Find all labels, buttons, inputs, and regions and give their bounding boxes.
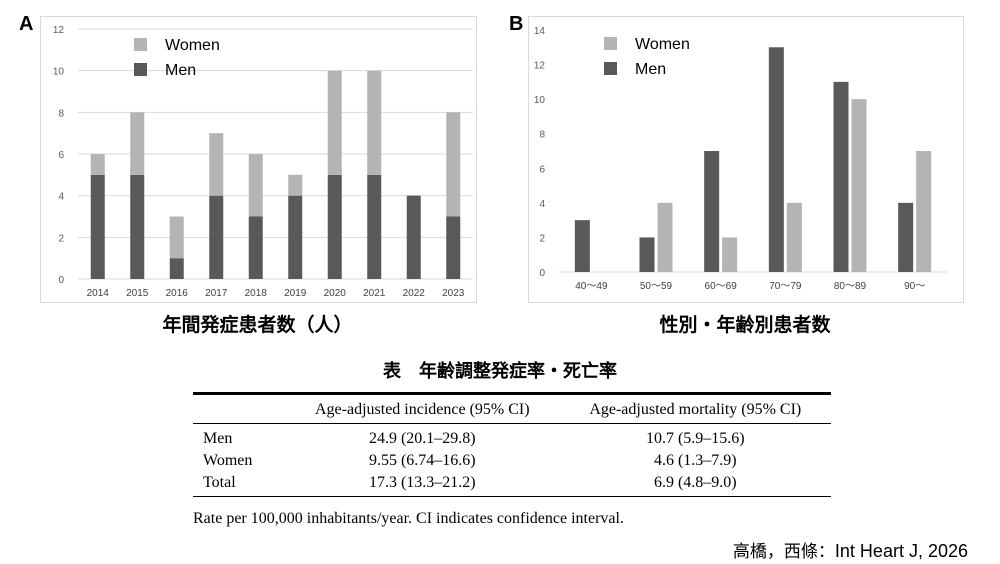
x-tick-label: 2015 [126,288,149,299]
y-tick-label: 4 [58,192,64,203]
y-tick-label: 4 [539,199,545,210]
mortality-value: 4.6 (1.3–7.9) [653,452,737,469]
chart-b-caption: 性別・年齢別患者数 [659,314,831,336]
bar-men [248,216,263,279]
legend-label-women: Women [165,37,220,54]
y-tick-label: 0 [539,268,545,279]
bar-men [209,195,224,279]
x-tick-label: 2021 [363,288,386,299]
bar-women [327,70,342,175]
legend-label-women: Women [635,36,690,53]
bar-women [288,174,303,196]
x-tick-label: 50～59 [640,281,673,292]
y-tick-label: 6 [58,150,64,161]
x-tick-label: 2018 [245,288,268,299]
y-tick-label: 2 [539,233,545,244]
rates-table: Age-adjusted incidence (95% CI) Age-adju… [193,392,831,497]
mortality-value: 6.9 (4.8–9.0) [559,472,831,497]
bar-men [639,237,655,272]
y-tick-label: 8 [58,108,64,119]
row-label: Women [203,452,253,469]
bar-women [169,216,184,259]
bar-women [130,112,145,175]
x-tick-label: 80～89 [834,281,867,292]
bar-men [327,174,342,279]
incidence-value: 9.55 (6.74–16.6) [368,452,476,469]
x-tick-label: 2017 [205,288,228,299]
citation: 高橋，西條：Int Heart J, 2026 [733,537,968,562]
bar-men [406,195,421,279]
bar-men [367,174,382,279]
y-tick-label: 12 [53,25,65,36]
citation-journal: Int Heart J, 2026 [834,541,968,561]
bar-men [169,258,184,279]
chart-a-caption: 年間発症患者数（人） [162,314,353,336]
bar-men [704,151,720,272]
chart-b: 0 2 4 6 8 10 12 14 40～49 50～59 60～69 70～79 80～89 90～ W… [534,26,947,292]
bar-men [130,174,145,279]
incidence-value: 17.3 (13.3–21.2) [285,472,560,497]
x-tick-label: 2019 [284,288,307,299]
y-tick-label: 8 [539,130,545,141]
chart-a-frame: 0 2 4 6 8 10 12 2014 2015 2016 2017 2018 2019 2020 202… [40,16,477,303]
bar-women [851,99,867,273]
bar-women [916,151,932,272]
legend-swatch-women [604,37,617,50]
x-tick-label: 2023 [442,288,465,299]
row-label: Total [193,472,285,497]
y-tick-label: 14 [534,26,546,37]
x-tick-label: 60～69 [705,281,738,292]
table-header-blank [193,392,285,424]
y-tick-label: 6 [539,164,545,175]
bar-men [90,174,105,279]
table-row: Women 9.55 (6.74–16.6) 4.6 (1.3–7.9) [193,450,831,472]
bar-women [786,202,802,272]
x-tick-label: 90～ [904,281,925,292]
bar-men [768,47,784,273]
panel-label-a: A [19,13,34,35]
x-tick-label: 2016 [166,288,189,299]
y-tick-label: 0 [58,275,64,286]
bar-men [446,216,461,279]
chart-a: 0 2 4 6 8 10 12 2014 2015 2016 2017 2018 2019 2020 202… [53,25,473,299]
table-footnote: Rate per 100,000 inhabitants/year. CI in… [193,510,624,527]
x-tick-label: 40～49 [575,281,608,292]
incidence-value: 24.9 (20.1–29.8) [368,430,476,447]
table-header-incidence: Age-adjusted incidence (95% CI) [285,392,560,424]
bar-women [722,237,738,272]
chart-b-frame: 0 2 4 6 8 10 12 14 40～49 50～59 60～69 70～79 80～89 90～ W… [528,16,964,303]
citation-authors: 高橋，西條： [732,542,835,562]
bar-women [90,154,105,175]
table-row: Men 24.9 (20.1–29.8) 10.7 (5.9–15.6) [193,424,831,451]
bar-men [288,195,303,279]
legend-label-men: Men [635,61,666,78]
legend-swatch-men [604,62,617,75]
table-header-mortality: Age-adjusted mortality (95% CI) [559,392,831,424]
bar-men [574,220,590,272]
bar-men [833,81,849,272]
x-tick-label: 2014 [87,288,110,299]
y-tick-label: 12 [534,61,546,72]
bar-women [367,70,382,175]
legend-swatch-women [134,38,147,51]
x-tick-label: 70～79 [769,281,802,292]
bar-men [898,202,914,272]
row-label: Men [203,430,233,447]
x-tick-label: 2022 [403,288,426,299]
bar-women [446,112,461,217]
legend-swatch-men [134,63,147,76]
bar-women [209,133,224,196]
y-tick-label: 10 [534,95,546,106]
mortality-value: 10.7 (5.9–15.6) [645,430,745,447]
legend-label-men: Men [165,62,196,79]
table-title: 表 年齢調整発症率・死亡率 [383,361,617,382]
table-header-row: Age-adjusted incidence (95% CI) Age-adju… [193,392,831,424]
y-tick-label: 2 [58,233,64,244]
panel-label-b: B [509,13,524,35]
table-row: Total 17.3 (13.3–21.2) 6.9 (4.8–9.0) [193,472,831,497]
x-tick-label: 2020 [324,288,347,299]
bar-women [248,154,263,217]
bar-women [657,202,673,272]
y-tick-label: 10 [53,67,65,78]
